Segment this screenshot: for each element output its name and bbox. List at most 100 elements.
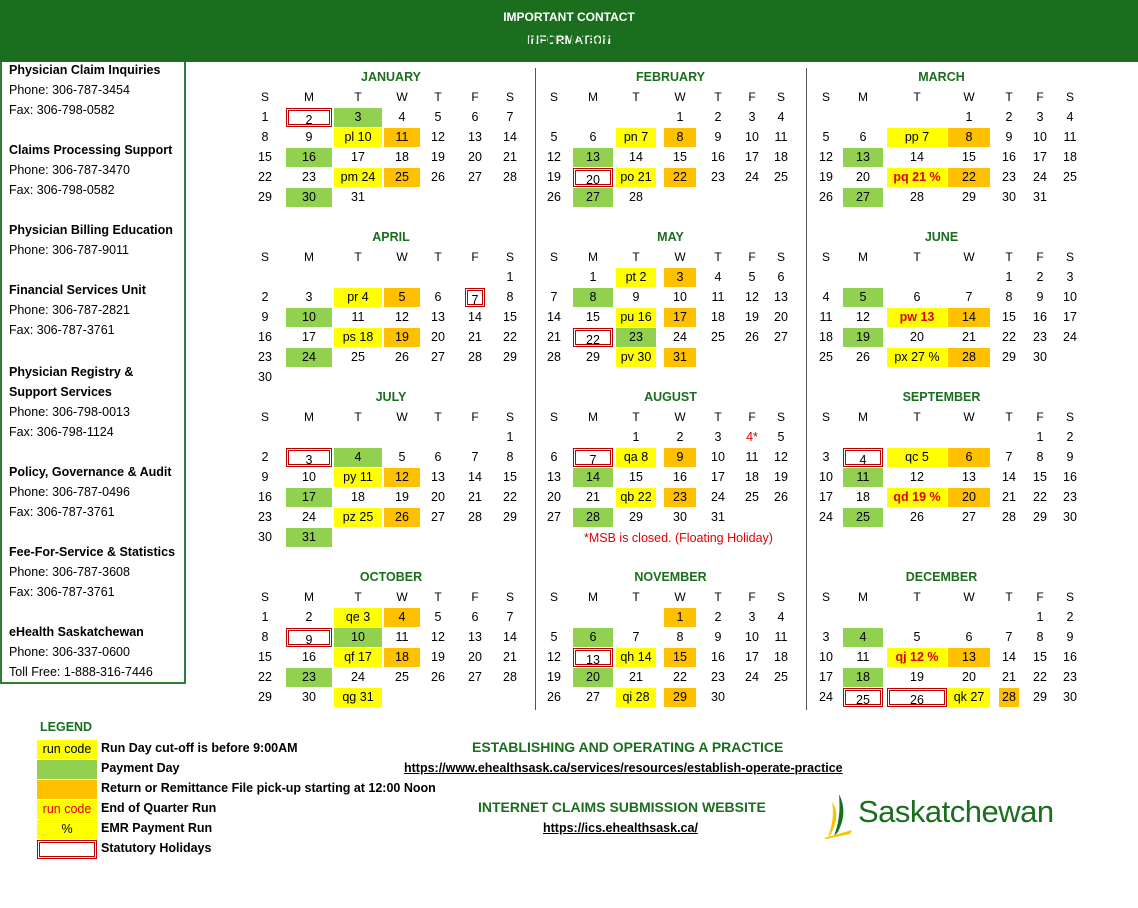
day-cell: 21 xyxy=(468,330,482,344)
day-cell: 20 xyxy=(856,170,870,184)
day-cell: 29 xyxy=(1033,690,1047,704)
day-cell: 10 xyxy=(1063,290,1077,304)
contact-detail: Phone: 306-787-2821 xyxy=(9,303,130,317)
contact-detail: Phone: 306-337-0600 xyxy=(9,645,130,659)
practice-link[interactable]: https://www.ehealthsask.ca/services/reso… xyxy=(404,761,843,775)
day-cell xyxy=(999,608,1019,627)
day-cell: 18 xyxy=(395,150,409,164)
highlighted-day-cell: 17 xyxy=(286,488,332,507)
weekday-header: W xyxy=(963,250,975,264)
day-cell xyxy=(465,368,485,387)
day-cell xyxy=(616,108,656,127)
day-cell: 9 xyxy=(305,130,313,144)
contact-panel: IMPORTANT CONTACT INFORMATION Physician … xyxy=(0,0,1138,684)
day-cell: 1 xyxy=(965,110,973,124)
day-cell: 11 xyxy=(351,310,365,324)
day-cell xyxy=(813,108,839,127)
day-cell: 1 xyxy=(506,270,514,284)
highlighted-day-cell: 27 xyxy=(843,188,883,207)
day-cell: 25 xyxy=(774,670,788,684)
highlighted-day-cell: 20 xyxy=(948,488,990,507)
day-cell: 18 xyxy=(351,490,365,504)
day-cell: 4 xyxy=(714,270,722,284)
weekday-header: T xyxy=(354,90,362,104)
day-cell: 10 xyxy=(1033,130,1047,144)
day-cell: 4 xyxy=(777,610,785,624)
month-title-february: FEBRUARY xyxy=(636,70,705,84)
contact-section-title: Fee-For-Service & Statistics xyxy=(9,545,176,559)
legend-swatch: % xyxy=(37,820,97,839)
day-cell: 15 xyxy=(1002,310,1016,324)
day-cell: 2 xyxy=(676,430,684,444)
highlighted-day-cell: 10 xyxy=(286,308,332,327)
day-cell xyxy=(428,528,448,547)
weekday-header: S xyxy=(505,250,514,264)
day-cell: 12 xyxy=(910,470,924,484)
logo-text: Saskatchewan xyxy=(858,794,1054,829)
day-cell: 12 xyxy=(431,630,445,644)
day-cell: 15 xyxy=(586,310,600,324)
day-cell xyxy=(428,368,448,387)
highlighted-day-cell: qf 17 xyxy=(334,648,382,667)
day-cell: 24 xyxy=(1033,170,1047,184)
day-cell: 16 xyxy=(258,490,272,504)
weekday-header: F xyxy=(748,90,756,104)
highlighted-day-cell: qa 8 xyxy=(616,448,656,467)
day-cell xyxy=(742,688,762,707)
day-cell: 25 xyxy=(395,670,409,684)
weekday-header: S xyxy=(821,410,830,424)
day-cell: 14 xyxy=(468,310,482,324)
weekday-header: M xyxy=(304,590,314,604)
day-cell: 21 xyxy=(586,490,600,504)
day-cell: 3 xyxy=(748,110,756,124)
day-cell xyxy=(384,188,420,207)
highlighted-day-cell: pw 13 xyxy=(887,308,947,327)
legend-label: EMR Payment Run xyxy=(101,821,213,835)
day-cell: 18 xyxy=(1063,150,1077,164)
wheat-icon xyxy=(824,794,852,839)
day-cell: 26 xyxy=(395,350,409,364)
highlighted-day-cell: 4 xyxy=(384,608,420,627)
weekday-header: T xyxy=(913,250,921,264)
contact-detail: Phone: 306-787-3608 xyxy=(9,565,130,579)
day-cell: 5 xyxy=(398,450,406,464)
highlighted-day-cell: 5 xyxy=(384,288,420,307)
day-cell: 23 xyxy=(711,170,725,184)
day-cell xyxy=(887,428,947,447)
day-cell xyxy=(428,188,448,207)
contact-detail: Phone: 306-787-3454 xyxy=(9,83,130,97)
day-cell xyxy=(465,688,485,707)
legend-swatch xyxy=(37,840,97,859)
day-cell: 18 xyxy=(819,330,833,344)
weekday-header: W xyxy=(396,90,408,104)
ics-link[interactable]: https://ics.ehealthsask.ca/ xyxy=(543,821,698,835)
day-cell xyxy=(384,688,420,707)
day-cell: 14 xyxy=(468,470,482,484)
month-title-january: JANUARY xyxy=(361,70,421,84)
day-cell: 14 xyxy=(547,310,561,324)
day-cell: 21 xyxy=(629,670,643,684)
highlighted-day-cell: 31 xyxy=(286,528,332,547)
weekday-header: T xyxy=(632,590,640,604)
day-cell: 31 xyxy=(711,510,725,524)
legend-title: LEGEND xyxy=(40,720,93,734)
highlighted-day-cell: 8 xyxy=(573,288,613,307)
day-cell: 19 xyxy=(774,470,788,484)
contact-detail: Fax: 306-787-3761 xyxy=(9,323,115,337)
day-cell: 16 xyxy=(711,150,725,164)
legend-swatch: run code xyxy=(37,800,97,819)
day-cell xyxy=(500,368,520,387)
day-cell: 12 xyxy=(745,290,759,304)
day-cell: 14 xyxy=(629,150,643,164)
day-cell: 15 xyxy=(629,470,643,484)
day-cell: 25 xyxy=(1063,170,1077,184)
column-divider xyxy=(535,68,536,710)
day-cell: 27 xyxy=(431,350,445,364)
day-cell: 30 xyxy=(1063,510,1077,524)
day-cell: 2 xyxy=(261,450,269,464)
contact-detail: Phone: 306-787-0496 xyxy=(9,485,130,499)
weekday-header: T xyxy=(354,410,362,424)
contact-detail: Fax: 306-798-1124 xyxy=(9,425,114,439)
highlighted-day-cell: qh 14 xyxy=(616,648,656,667)
day-cell: 25 xyxy=(351,350,365,364)
